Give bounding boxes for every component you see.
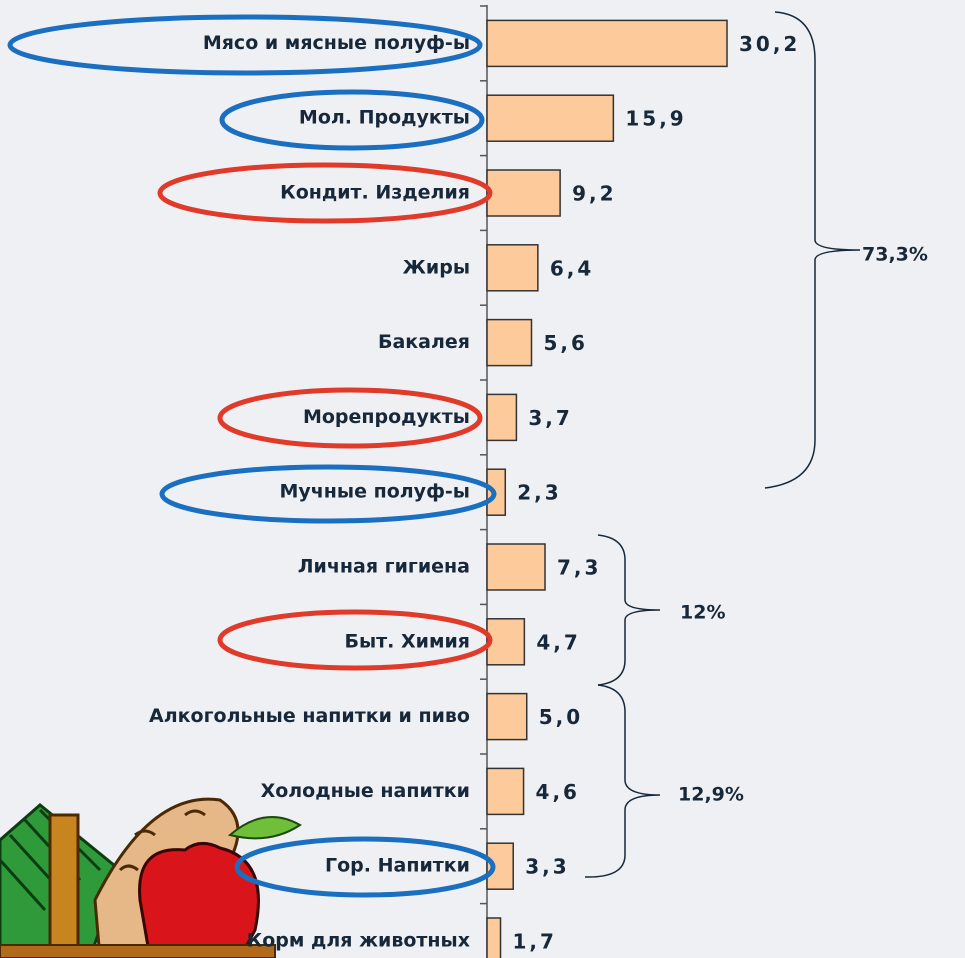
chart: 73,3% 12% 12,9% Мясо и мясные полуф-ы 30,… (0, 0, 965, 958)
bar (487, 694, 527, 740)
group-annotation: 73,3% (862, 244, 928, 266)
group-annotation: 12,9% (678, 784, 744, 806)
category-label: Мучные полуф-ы (279, 481, 470, 503)
value-label: 5,6 (544, 331, 588, 355)
value-label: 1,7 (513, 930, 557, 954)
bar (487, 245, 538, 291)
bar (487, 320, 532, 366)
category-label: Бакалея (378, 331, 470, 353)
value-label: 3,3 (525, 855, 569, 879)
bar (487, 20, 727, 66)
value-label: 2,3 (517, 481, 561, 505)
bar (487, 918, 501, 958)
bar (487, 394, 516, 440)
value-label: 30,2 (739, 32, 800, 56)
category-label: Гор. Напитки (325, 855, 470, 877)
value-label: 3,7 (528, 406, 572, 430)
category-label: Быт. Химия (344, 630, 470, 652)
background (0, 0, 965, 958)
category-label: Алкогольные напитки и пиво (149, 705, 470, 727)
category-label: Кондит. Изделия (280, 182, 470, 204)
bar (487, 170, 560, 216)
value-label: 15,9 (625, 107, 686, 131)
bar (487, 544, 545, 590)
category-label: Корм для животных (247, 930, 470, 952)
value-label: 6,4 (550, 256, 594, 280)
value-label: 9,2 (572, 182, 616, 206)
category-label: Мясо и мясные полуф-ы (203, 32, 470, 54)
value-label: 5,0 (539, 705, 583, 729)
value-label: 4,6 (536, 780, 580, 804)
bar (487, 619, 524, 665)
bar (487, 768, 524, 814)
group-annotation: 12% (680, 602, 725, 624)
value-label: 7,3 (557, 556, 601, 580)
category-label: Жиры (403, 256, 470, 278)
category-label: Холодные напитки (261, 780, 470, 802)
category-label: Морепродукты (303, 406, 470, 428)
category-label: Личная гигиена (298, 556, 470, 578)
category-label: Мол. Продукты (299, 107, 470, 129)
value-label: 4,7 (536, 630, 580, 654)
bar (487, 95, 613, 141)
